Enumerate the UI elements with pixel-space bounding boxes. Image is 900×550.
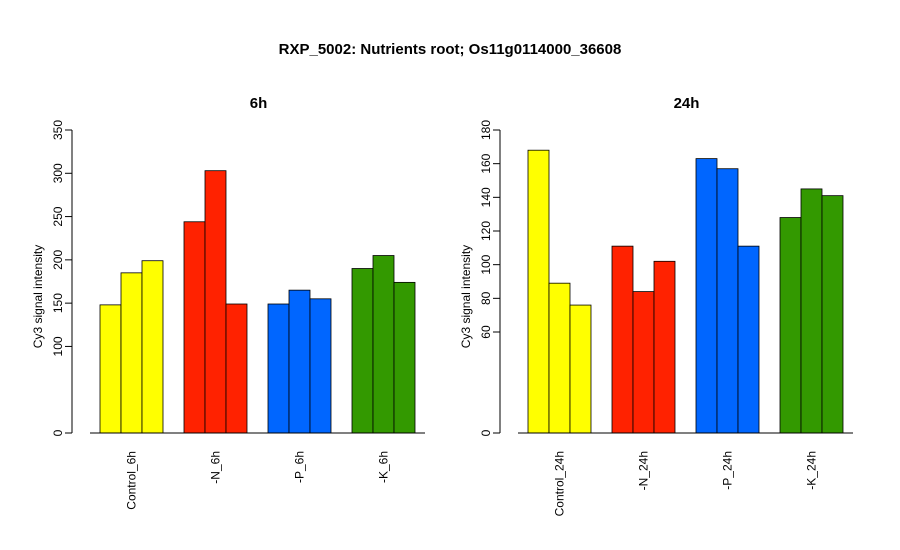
bar-24h-2-1 <box>716 168 739 434</box>
bar-24h-0-0 <box>527 149 550 434</box>
bar-6h-2-1 <box>288 289 311 434</box>
panel-title-0: 6h <box>250 95 268 112</box>
bar-6h-0-2 <box>141 260 164 434</box>
x-tick-label-1-1: -N_24h <box>637 451 651 490</box>
bar-6h-1-1 <box>204 170 227 434</box>
bar-6h-2-0 <box>267 303 290 434</box>
y-tick-label-0-2: 150 <box>51 293 65 313</box>
y-tick-label-0-5: 300 <box>51 163 65 183</box>
bar-24h-2-2 <box>737 245 760 434</box>
bar-24h-1-0 <box>611 245 634 434</box>
x-tick-label-0-0: Control_6h <box>125 451 139 510</box>
bar-6h-3-0 <box>351 268 374 434</box>
bar-6h-2-2 <box>309 298 332 434</box>
bar-24h-3-0 <box>779 217 802 434</box>
y-tick-label-1-5: 140 <box>479 187 493 207</box>
bar-24h-2-0 <box>695 158 718 434</box>
y-tick-label-1-3: 100 <box>479 254 493 274</box>
y-tick-label-1-1: 60 <box>479 325 493 339</box>
x-tick-label-0-3: -K_6h <box>377 451 391 483</box>
x-tick-label-1-0: Control_24h <box>553 451 567 516</box>
y-tick-label-1-0: 0 <box>479 429 493 436</box>
bar-6h-0-1 <box>120 272 143 434</box>
y-tick-label-0-3: 200 <box>51 250 65 270</box>
y-tick-label-1-2: 80 <box>479 291 493 305</box>
y-axis-label-0: Cy3 signal intensity <box>31 245 45 348</box>
bar-24h-1-2 <box>653 260 676 434</box>
y-tick-label-0-0: 0 <box>51 429 65 436</box>
bar-6h-1-2 <box>225 303 248 434</box>
bar-6h-3-2 <box>393 281 416 434</box>
y-tick-label-0-1: 100 <box>51 336 65 356</box>
x-tick-label-1-3: -K_24h <box>805 451 819 490</box>
bar-24h-0-1 <box>548 282 571 434</box>
y-tick-label-1-4: 120 <box>479 221 493 241</box>
bar-6h-1-0 <box>183 221 206 434</box>
bar-24h-1-1 <box>632 291 655 434</box>
bar-24h-3-1 <box>800 188 823 434</box>
x-tick-label-1-2: -P_24h <box>721 451 735 490</box>
y-tick-label-1-7: 180 <box>479 120 493 140</box>
y-tick-label-0-4: 250 <box>51 206 65 226</box>
bar-6h-0-0 <box>99 304 122 434</box>
bar-6h-3-1 <box>372 255 395 434</box>
y-tick-label-0-6: 350 <box>51 120 65 140</box>
x-tick-label-0-1: -N_6h <box>209 451 223 484</box>
y-tick-label-1-6: 160 <box>479 153 493 173</box>
y-axis-label-1: Cy3 signal intensity <box>459 245 473 348</box>
bar-24h-3-2 <box>821 195 844 434</box>
bar-24h-0-2 <box>569 304 592 434</box>
x-tick-label-0-2: -P_6h <box>293 451 307 483</box>
panel-title-1: 24h <box>674 95 700 112</box>
figure-title: RXP_5002: Nutrients root; Os11g0114000_3… <box>279 41 622 58</box>
